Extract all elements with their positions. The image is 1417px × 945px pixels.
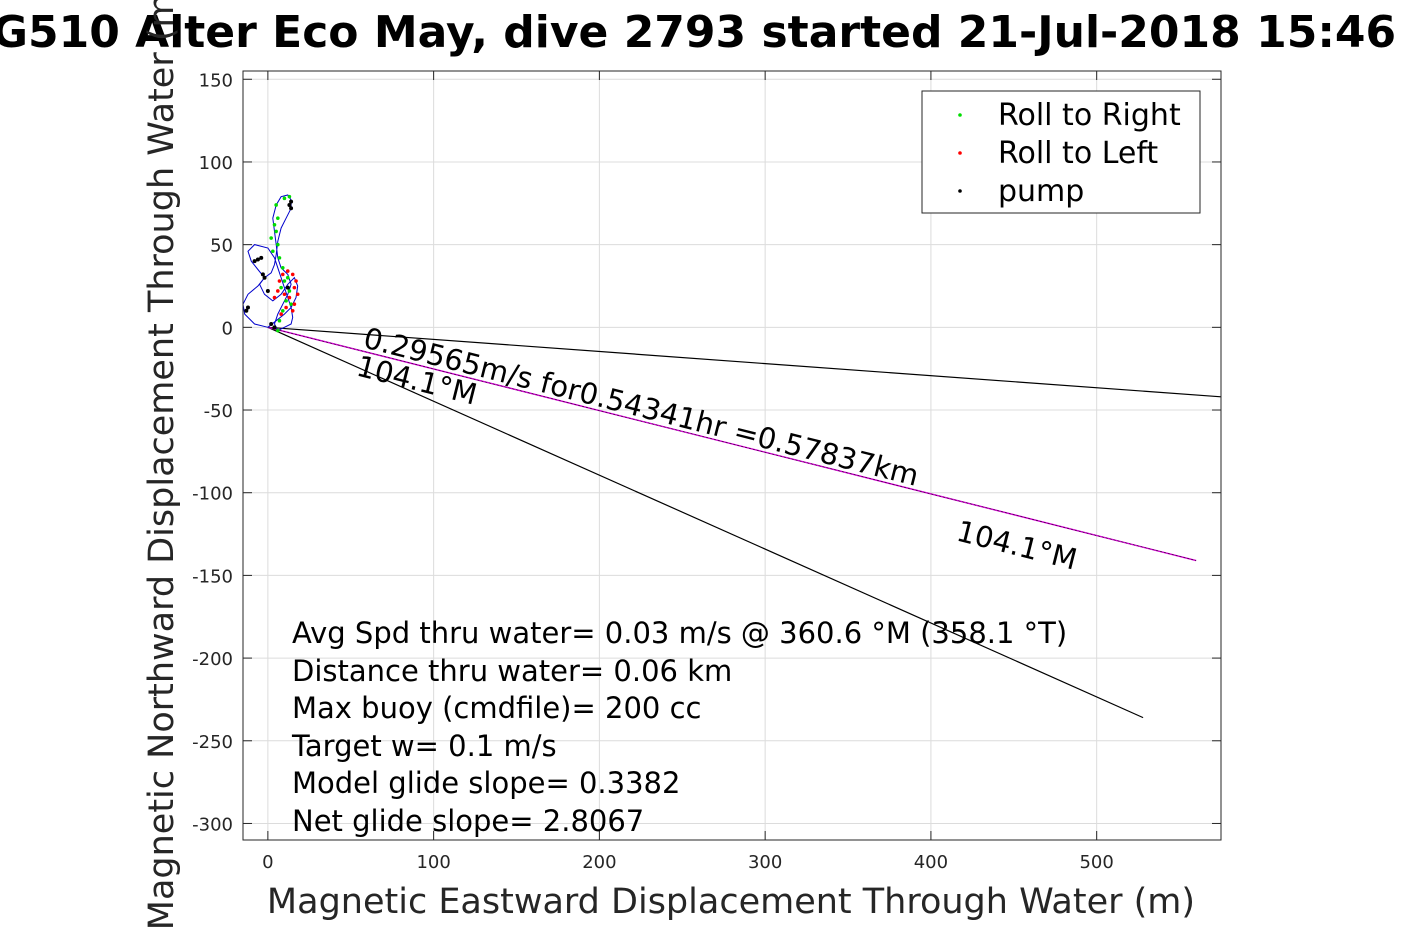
pump-point [269, 322, 274, 327]
resultant-label: 0.29565m/s for0.54341hr =0.57837km [360, 321, 922, 493]
x-tick-label: 200 [582, 852, 616, 873]
roll-right-point [272, 223, 277, 227]
heading-line [267, 326, 1144, 719]
roll-right-point [276, 242, 280, 247]
x-tick-label: 500 [1079, 852, 1113, 873]
heading-label-lower: 104.1°M [953, 514, 1080, 577]
x-tick-label: 400 [914, 852, 948, 873]
y-axis-label: Magnetic Northward Displacement Through … [142, 0, 182, 930]
legend-swatch-roll-right [958, 113, 962, 117]
pump-point [289, 199, 294, 204]
x-tick-label: 0 [262, 852, 273, 873]
roll-right-point [279, 285, 283, 290]
x-tick-label: 300 [748, 852, 782, 873]
pump-point [259, 255, 264, 260]
pump-point [287, 202, 292, 207]
roll-pump-points [244, 194, 300, 333]
roll-right-point [277, 318, 282, 323]
legend: Roll to Right Roll to Left pump [921, 90, 1201, 214]
pump-point [245, 305, 250, 310]
roll-left-point [294, 279, 298, 283]
stat-distance: Distance thru water= 0.06 km [292, 654, 732, 688]
roll-right-point [274, 229, 278, 234]
chart-title: G510 Alter Eco May, dive 2793 started 21… [0, 7, 1396, 58]
roll-left-point [272, 295, 277, 300]
roll-right-point [271, 249, 275, 254]
y-tick-label: -250 [192, 732, 233, 753]
y-tick-label: 150 [199, 70, 233, 91]
y-tick-label: 0 [222, 318, 233, 339]
roll-right-point [284, 299, 288, 303]
roll-left-point [279, 312, 283, 316]
y-tick-label: -300 [192, 814, 233, 835]
roll-right-point [282, 279, 287, 283]
roll-left-point [277, 279, 282, 283]
plot-area-frame [242, 70, 1222, 841]
legend-label-roll-right: Roll to Right [998, 98, 1181, 133]
x-axis-ticks: 0 100 200 300 400 500 [262, 71, 1114, 873]
pump-point [289, 206, 294, 211]
y-tick-label: 50 [210, 236, 233, 257]
roll-left-point [282, 292, 287, 297]
y-axis-ticks: 150 100 50 0 -50 -100 -150 -200 -250 -300 [192, 70, 1221, 835]
roll-left-point [287, 295, 292, 300]
roll-left-point [290, 272, 295, 277]
x-axis-label: Magnetic Eastward Displacement Through W… [267, 882, 1195, 922]
roll-right-point [285, 275, 290, 280]
stat-target-w: Target w= 0.1 m/s [291, 729, 557, 763]
stat-net-glide-slope: Net glide slope= 2.8067 [292, 804, 644, 838]
pump-point [244, 308, 249, 313]
roll-left-point [276, 289, 280, 293]
roll-right-point [282, 196, 287, 201]
roll-left-point [292, 302, 297, 306]
pump-point [255, 257, 260, 262]
pump-point [252, 259, 257, 264]
roll-right-point [287, 194, 292, 199]
roll-right-point [276, 328, 280, 333]
stat-avg-speed: Avg Spd thru water= 0.03 m/s @ 360.6 °M … [292, 616, 1067, 650]
heading-lines [267, 326, 1222, 719]
y-tick-label: -100 [192, 484, 233, 505]
y-tick-label: -150 [192, 566, 233, 587]
stats-annotation: Avg Spd thru water= 0.03 m/s @ 360.6 °M … [291, 616, 1067, 838]
legend-box [921, 90, 1201, 214]
pump-point [265, 288, 270, 293]
legend-swatch-pump [958, 189, 962, 193]
roll-left-point [285, 269, 290, 273]
stat-max-buoy: Max buoy (cmdfile)= 200 cc [292, 691, 701, 725]
roll-left-point [284, 305, 288, 310]
roll-left-point [290, 308, 295, 313]
track-path [242, 194, 299, 332]
roll-left-point [295, 292, 300, 297]
stat-model-glide-slope: Model glide slope= 0.3382 [292, 766, 680, 800]
roll-right-point [289, 302, 293, 306]
roll-right-point [269, 236, 273, 240]
roll-left-point [280, 272, 285, 277]
roll-right-point [287, 289, 292, 293]
x-tick-label: 100 [416, 852, 450, 873]
y-tick-label: 100 [199, 153, 233, 174]
roll-right-point [277, 256, 282, 260]
glider-track [242, 194, 299, 332]
pump-point [260, 272, 265, 277]
y-tick-label: -200 [192, 649, 233, 670]
legend-swatch-roll-left [958, 151, 962, 155]
roll-right-point [280, 265, 285, 270]
resultant-displacement-overlay [267, 327, 1197, 561]
roll-right-point [276, 216, 280, 220]
pump-point [285, 285, 290, 290]
roll-right-point [274, 203, 278, 207]
y-tick-label: -50 [204, 401, 233, 422]
pump-point [262, 275, 267, 280]
roll-left-point [292, 285, 297, 290]
heading-line [267, 326, 1222, 398]
legend-label-roll-left: Roll to Left [998, 136, 1158, 171]
pump-point [272, 325, 277, 330]
legend-label-pump: pump [998, 174, 1084, 209]
roll-right-point [280, 308, 285, 313]
